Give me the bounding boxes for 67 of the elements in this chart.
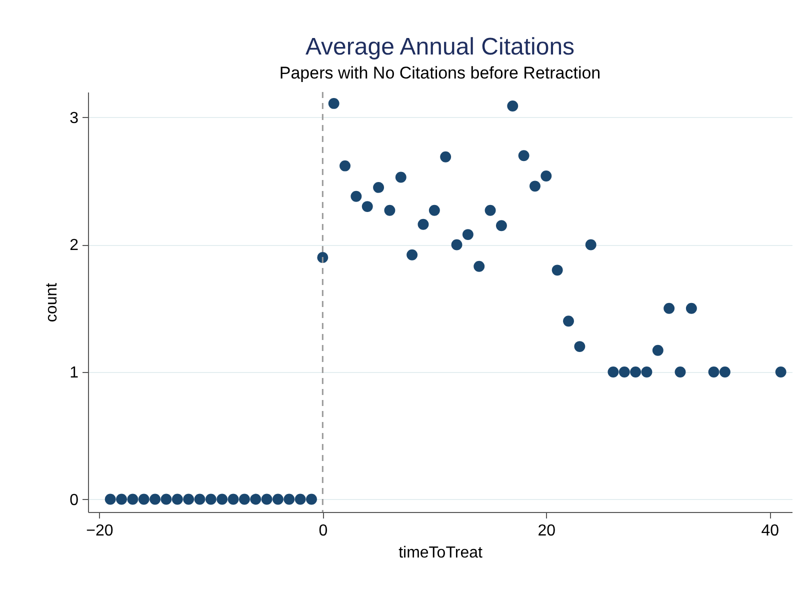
point <box>362 201 373 212</box>
point <box>272 494 284 505</box>
point <box>484 204 496 216</box>
point <box>228 494 239 505</box>
point <box>652 344 664 356</box>
point <box>205 494 216 505</box>
point <box>150 494 161 505</box>
point <box>641 366 652 378</box>
x-tick-label: −20 <box>86 522 114 540</box>
point <box>451 239 462 250</box>
x-axis-title: timeToTreat <box>398 544 483 562</box>
point <box>440 151 452 162</box>
point <box>261 494 272 505</box>
chart-subtitle: Papers with No Citations before Retraction <box>279 63 601 82</box>
point <box>630 366 642 378</box>
point <box>116 494 127 505</box>
point <box>552 264 563 276</box>
point <box>104 494 116 505</box>
point <box>686 302 697 314</box>
point <box>328 98 340 109</box>
point <box>585 239 596 250</box>
point <box>540 170 552 182</box>
point <box>183 494 194 505</box>
point <box>574 341 586 352</box>
point <box>418 218 429 230</box>
point <box>474 260 485 272</box>
point <box>160 494 172 505</box>
point <box>530 180 540 192</box>
y-tick-label: 1 <box>70 364 79 382</box>
point <box>127 494 138 505</box>
x-tick-label: 20 <box>538 522 556 540</box>
point <box>395 172 406 183</box>
point <box>373 182 384 193</box>
chart-title: Average Annual Citations <box>305 33 575 60</box>
point <box>216 494 228 505</box>
y-tick-label: 3 <box>70 110 79 127</box>
point <box>406 249 418 260</box>
point <box>350 190 362 202</box>
point <box>563 316 574 327</box>
point <box>340 160 350 172</box>
point <box>294 494 306 505</box>
point <box>250 494 262 505</box>
point <box>775 366 786 378</box>
point <box>507 100 518 112</box>
point <box>664 302 675 314</box>
x-tick-label: 0 <box>318 522 328 540</box>
point <box>518 150 530 162</box>
point <box>384 204 396 216</box>
point <box>306 494 317 505</box>
point <box>138 494 150 505</box>
point <box>194 494 206 505</box>
point <box>618 366 630 378</box>
y-axis-title: count <box>44 282 61 322</box>
point <box>284 494 295 505</box>
point <box>708 366 720 378</box>
point <box>172 494 183 505</box>
y-tick-label: 2 <box>70 237 79 254</box>
x-tick-label: 40 <box>761 522 780 540</box>
point <box>428 204 440 216</box>
point <box>496 220 507 232</box>
point <box>317 252 328 263</box>
y-tick-label: 0 <box>70 492 79 509</box>
point <box>674 366 686 378</box>
point <box>608 366 619 378</box>
point <box>238 494 250 505</box>
point <box>719 366 730 378</box>
point <box>462 229 474 240</box>
